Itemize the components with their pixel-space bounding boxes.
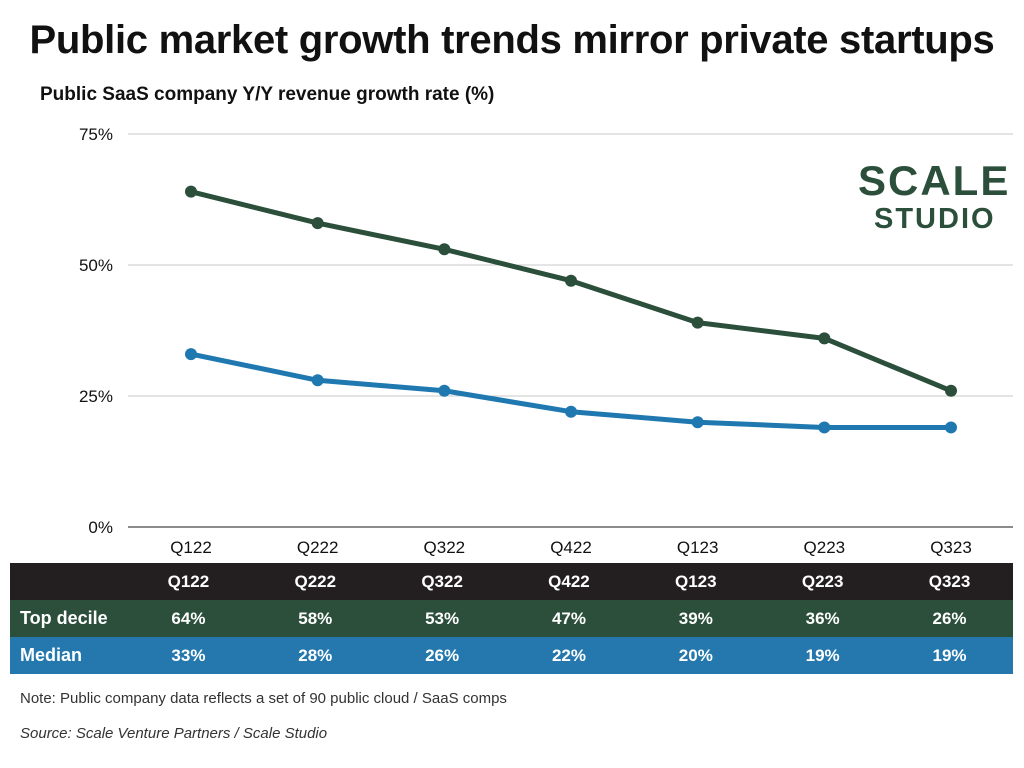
x-tick-label: Q122: [170, 538, 212, 557]
table-cell: 20%: [678, 645, 713, 665]
table-header-row: Q122 Q222 Q322 Q422 Q123 Q223 Q323: [10, 563, 1013, 600]
table-cell: 26%: [425, 645, 460, 665]
table-cell: 28%: [298, 645, 333, 665]
logo-line1: SCALE: [858, 157, 1011, 204]
table-cell: 58%: [298, 608, 333, 628]
data-point-median: [818, 421, 831, 434]
table-header-cell: Q323: [928, 571, 971, 591]
data-point-median: [945, 421, 957, 434]
table-cell: 19%: [805, 645, 840, 665]
y-tick-label: 50%: [79, 256, 113, 275]
y-tick-label: 75%: [79, 125, 113, 144]
x-tick-label: Q323: [930, 538, 972, 557]
y-tick-label: 0%: [88, 518, 113, 537]
table-cell: 47%: [551, 608, 586, 628]
row-label-median: Median: [20, 645, 83, 665]
line-chart: 0% 25% 50% 75% Q122 Q222 Q322 Q422 Q123 Q223 Q323: [79, 125, 1013, 557]
table-header-cell: Q223: [801, 571, 844, 591]
table-cell: 22%: [551, 645, 586, 665]
series-line-top-decile: [188, 189, 954, 394]
table-header-cell: Q122: [167, 571, 210, 591]
data-point-median: [185, 348, 197, 361]
data-point-median: [691, 416, 704, 429]
x-tick-label: Q223: [804, 538, 846, 557]
data-point-top-decile: [185, 185, 197, 198]
table-row-median: Median 33% 28% 26% 22% 20% 19% 19%: [10, 637, 1013, 674]
data-point-median: [438, 384, 451, 397]
data-point-top-decile: [311, 217, 324, 230]
table-cell: 39%: [678, 608, 713, 628]
data-point-top-decile: [818, 332, 831, 345]
data-point-top-decile: [691, 316, 704, 329]
table-header-cell: Q422: [548, 571, 590, 591]
table-header-cell: Q123: [675, 571, 717, 591]
source-note: Source: Scale Venture Partners / Scale S…: [20, 725, 328, 742]
table-header-cell: Q222: [294, 571, 337, 591]
x-tick-label: Q322: [424, 538, 466, 557]
data-table: Q122 Q222 Q322 Q422 Q123 Q223 Q323 Top d…: [10, 563, 1013, 674]
scale-studio-logo: SCALE STUDIO: [858, 160, 1010, 236]
data-point-median: [565, 405, 577, 418]
table-header-cell: Q322: [421, 571, 463, 591]
data-point-top-decile: [945, 384, 957, 397]
chart-subtitle: Public SaaS company Y/Y revenue growth r…: [40, 84, 495, 105]
data-point-top-decile: [438, 243, 451, 256]
table-cell: 33%: [171, 645, 206, 665]
table-cell: 19%: [932, 645, 967, 665]
table-row-top-decile: Top decile 64% 58% 53% 47% 39% 36% 26%: [10, 600, 1013, 637]
x-tick-label: Q222: [297, 538, 339, 557]
table-header-label: [10, 563, 125, 600]
table-cell: 53%: [425, 608, 460, 628]
chart-title: Public market growth trends mirror priva…: [29, 18, 995, 62]
x-tick-label: Q123: [677, 538, 719, 557]
table-cell: 26%: [932, 608, 967, 628]
table-cell: 64%: [171, 608, 206, 628]
x-tick-label: Q422: [550, 538, 592, 557]
footnote: Note: Public company data reflects a set…: [20, 690, 507, 707]
data-point-median: [311, 374, 324, 387]
logo-line2: STUDIO: [874, 203, 996, 235]
table-cell: 36%: [805, 608, 840, 628]
row-label-top-decile: Top decile: [20, 608, 108, 628]
data-point-top-decile: [565, 274, 577, 287]
y-tick-label: 25%: [79, 387, 113, 406]
